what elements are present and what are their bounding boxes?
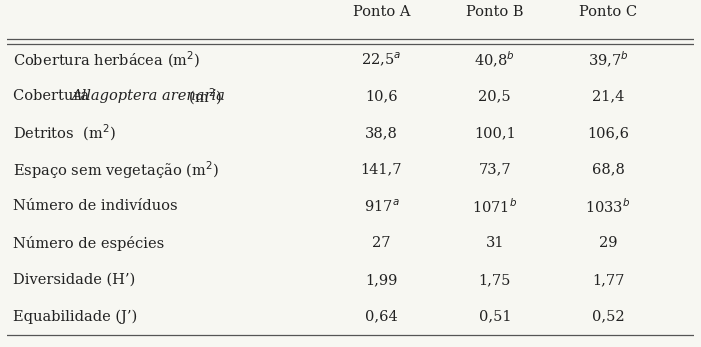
Text: 40,8$^b$: 40,8$^b$ (475, 50, 515, 70)
Text: 0,51: 0,51 (479, 310, 511, 324)
Text: Cobertura: Cobertura (13, 89, 93, 103)
Text: 0,52: 0,52 (592, 310, 625, 324)
Text: Ponto C: Ponto C (579, 5, 637, 19)
Text: Ponto A: Ponto A (353, 5, 410, 19)
Text: 29: 29 (599, 236, 618, 250)
Text: 39,7$^b$: 39,7$^b$ (587, 50, 629, 70)
Text: 1,77: 1,77 (592, 273, 625, 287)
Text: 31: 31 (486, 236, 504, 250)
Text: (m$^2$): (m$^2$) (184, 86, 222, 107)
Text: Allagoptera arenaria: Allagoptera arenaria (72, 89, 225, 103)
Text: 106,6: 106,6 (587, 126, 629, 140)
Text: 68,8: 68,8 (592, 163, 625, 177)
Text: 10,6: 10,6 (365, 89, 397, 103)
Text: 20,5: 20,5 (479, 89, 511, 103)
Text: 27: 27 (372, 236, 390, 250)
Text: 22,5$^a$: 22,5$^a$ (361, 51, 402, 69)
Text: Número de espécies: Número de espécies (13, 236, 164, 251)
Text: Espaço sem vegetação (m$^2$): Espaço sem vegetação (m$^2$) (13, 159, 218, 180)
Text: 1,99: 1,99 (365, 273, 397, 287)
Text: 100,1: 100,1 (474, 126, 516, 140)
Text: Equabilidade (J’): Equabilidade (J’) (13, 310, 137, 324)
Text: 73,7: 73,7 (479, 163, 511, 177)
Text: 1,75: 1,75 (479, 273, 511, 287)
Text: 1071$^b$: 1071$^b$ (472, 197, 517, 216)
Text: Detritos  (m$^2$): Detritos (m$^2$) (13, 123, 115, 143)
Text: 141,7: 141,7 (360, 163, 402, 177)
Text: 1033$^b$: 1033$^b$ (585, 197, 631, 216)
Text: 21,4: 21,4 (592, 89, 625, 103)
Text: Número de indivíduos: Número de indivíduos (13, 200, 177, 213)
Text: 0,64: 0,64 (365, 310, 397, 324)
Text: Cobertura herbácea (m$^2$): Cobertura herbácea (m$^2$) (13, 49, 200, 70)
Text: Ponto B: Ponto B (466, 5, 524, 19)
Text: 917$^a$: 917$^a$ (364, 198, 400, 215)
Text: Diversidade (H’): Diversidade (H’) (13, 273, 135, 287)
Text: 38,8: 38,8 (365, 126, 398, 140)
